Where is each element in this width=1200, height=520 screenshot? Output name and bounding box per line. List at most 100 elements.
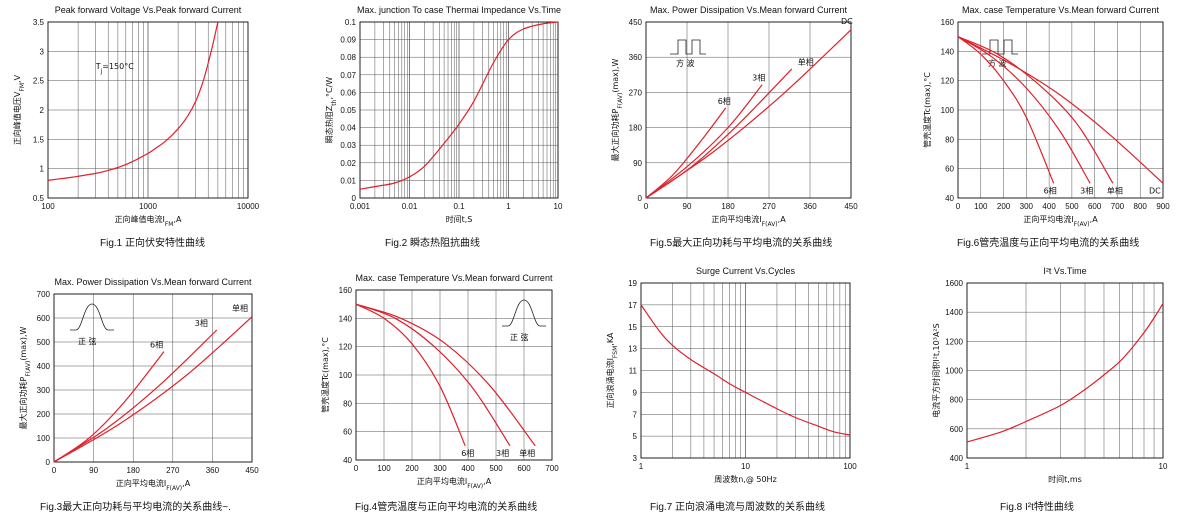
x-tick-label: 450 — [844, 202, 858, 211]
series-label: 6相 — [150, 340, 163, 350]
series-line-1 — [355, 303, 511, 447]
figure-caption: Fig.1 正向伏安特性曲线 — [100, 236, 205, 249]
series-label: 3相 — [195, 318, 208, 328]
grid — [355, 289, 553, 461]
y-tick-label: 60 — [945, 165, 954, 174]
y-tick-label: 3 — [633, 454, 638, 463]
x-tick-label: 180 — [721, 202, 735, 211]
figure-caption: Fig.5最大正向功耗与平均电流的关系曲线 — [650, 236, 832, 249]
series-line-1 — [53, 329, 218, 463]
y-axis-label: 正向峰值电压VFM,V — [12, 74, 26, 145]
x-axis-label: 正向峰值电流IFM,A — [114, 214, 182, 228]
chart-title: Max. Power Dissipation Vs.Mean forward C… — [650, 5, 848, 15]
plot-frame — [966, 282, 1164, 459]
figure-caption: Fig.8 I²t特性曲线 — [1000, 500, 1074, 513]
x-tick-label: 300 — [433, 464, 447, 473]
x-tick-label: 100 — [843, 462, 857, 471]
sine-wave-shape — [502, 299, 546, 327]
x-tick-label: 500 — [1065, 202, 1079, 211]
x-tick-label: 100 — [974, 202, 988, 211]
y-tick-label: 80 — [945, 135, 954, 144]
y-tick-label: 100 — [941, 106, 955, 115]
chart-fig7: 1 10 100 3 5 7 9 11 13 15 17 19 Surge Current Vs.Cyc… — [605, 266, 857, 513]
y-tick-label: 270 — [629, 88, 643, 97]
x-tick-label: 500 — [489, 464, 503, 473]
y-tick-label: 0.04 — [340, 124, 356, 133]
series-line-2 — [355, 303, 536, 447]
series-line-2 — [957, 36, 1114, 184]
y-axis-label: 电流平方时间积I²t,10³A²S — [931, 323, 941, 417]
x-tick-label: 700 — [545, 464, 559, 473]
series-label: 单相 — [519, 448, 535, 458]
chart-title: Max. Power Dissipation Vs.Mean forward C… — [54, 277, 252, 287]
chart-title: Surge Current Vs.Cycles — [696, 266, 796, 276]
series-label: 3相 — [496, 448, 509, 458]
x-tick-label: 200 — [405, 464, 419, 473]
x-tick-label: 10 — [1159, 462, 1168, 471]
y-tick-label: 400 — [950, 454, 964, 463]
grid — [359, 21, 559, 199]
x-tick-label: 1 — [639, 462, 644, 471]
waveform-label: 正 弦 — [510, 332, 529, 342]
chart-fig2: 0.001 0.01 0.1 1 10 0 0.01 0.02 0.03 0.04 0.05 0.06… — [324, 5, 563, 249]
y-tick-label: 600 — [950, 425, 964, 434]
series-label: 3相 — [752, 73, 765, 83]
series-line-3 — [957, 36, 1164, 184]
chart-fig3: 0 90 180 270 360 450 0 100 200 300 400 500 600 700Max… — [18, 277, 259, 513]
y-tick-label: 0.06 — [340, 88, 356, 97]
x-tick-label: 90 — [683, 202, 692, 211]
y-tick-label: 0.02 — [340, 159, 356, 168]
figure-caption: Fig.3最大正向功耗与平均电流的关系曲线~. — [40, 500, 231, 513]
y-tick-label: 120 — [941, 77, 955, 86]
x-tick-label: 0.1 — [453, 202, 465, 211]
square-wave-shape — [982, 39, 1018, 55]
sine-wave-icon: 正 弦 — [70, 303, 114, 346]
series-line-1 — [645, 84, 763, 199]
x-tick-label: 800 — [1134, 202, 1148, 211]
x-tick-label: 0.01 — [402, 202, 418, 211]
y-tick-label: 700 — [37, 290, 51, 299]
x-axis-label: 正向平均电流IF(AV),A — [417, 476, 492, 490]
y-tick-label: 140 — [339, 314, 353, 323]
y-tick-label: 9 — [633, 388, 638, 397]
chart-fig6: 0 100 200 300 400 500 600 700 800 900 40 60 80 100 120… — [922, 5, 1170, 249]
plot-frame — [957, 21, 1164, 199]
y-axis-label: 瞬态热阻Zth,°C/W — [324, 77, 338, 143]
series-label: DC — [1149, 186, 1161, 195]
x-tick-label: 270 — [762, 202, 776, 211]
y-tick-label: 0.1 — [345, 18, 357, 27]
series-label: 6相 — [461, 448, 474, 458]
x-tick-label: 0 — [52, 466, 57, 475]
chart-title: Max. junction To case Thermai Impedance … — [357, 5, 561, 15]
series-line — [47, 21, 219, 181]
x-tick-label: 200 — [997, 202, 1011, 211]
y-tick-label: 0 — [638, 194, 643, 203]
plot-frame — [53, 293, 253, 463]
series-line-2 — [53, 316, 253, 463]
y-tick-label: 1400 — [945, 308, 963, 317]
chart-title: Peak forward Voltage Vs.Peak forward Cur… — [55, 5, 242, 15]
series-line-3 — [645, 29, 852, 199]
x-tick-label: 700 — [1111, 202, 1125, 211]
y-tick-label: 60 — [343, 428, 352, 437]
y-tick-label: 80 — [343, 399, 352, 408]
plot-frame — [355, 289, 553, 461]
y-tick-label: 450 — [629, 18, 643, 27]
series-line-1 — [957, 36, 1091, 184]
y-tick-label: 5 — [633, 432, 638, 441]
square-wave-shape — [670, 39, 706, 55]
x-tick-label: 400 — [461, 464, 475, 473]
square-wave-icon: 方 波 — [670, 39, 706, 68]
series-label: 单相 — [232, 303, 248, 313]
y-tick-label: 160 — [941, 18, 955, 27]
x-tick-label: 10 — [554, 202, 563, 211]
series-line-2 — [645, 68, 793, 199]
x-tick-label: 900 — [1156, 202, 1170, 211]
series-label: 单相 — [1107, 185, 1123, 195]
y-axis-label: 最大正向功耗PF(AV)(max),W — [610, 58, 624, 161]
plot-frame — [640, 282, 851, 459]
y-tick-label: 1200 — [945, 337, 963, 346]
x-tick-label: 270 — [166, 466, 180, 475]
x-axis-label: 时间t,ms — [1048, 474, 1082, 484]
